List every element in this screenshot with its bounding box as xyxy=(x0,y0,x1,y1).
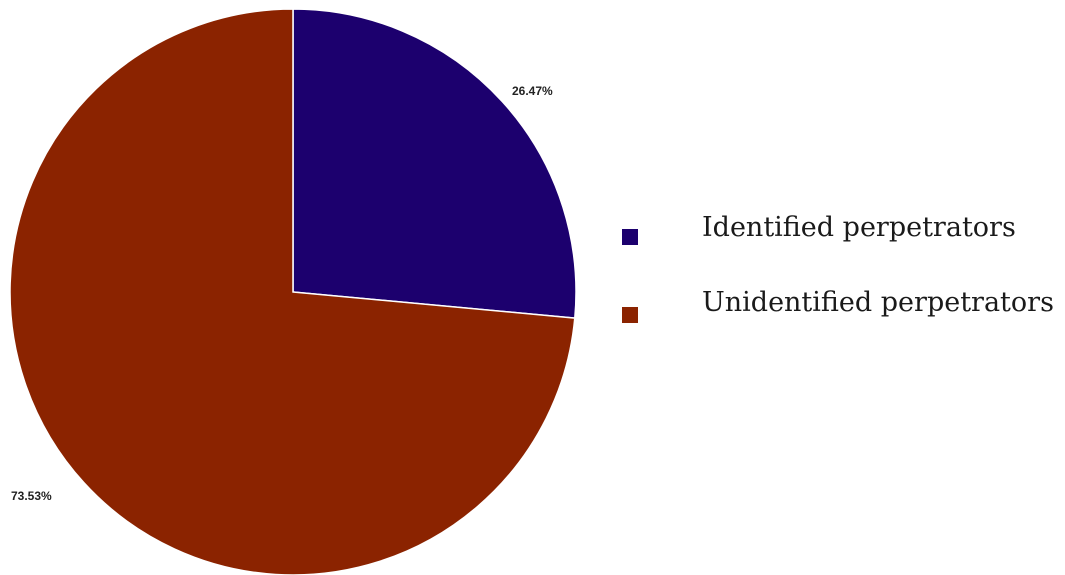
legend-label-identified: Identified perpetrators xyxy=(702,212,1016,243)
pie-labels: 26.47% 73.53% xyxy=(11,84,553,503)
pie-slice-unidentified xyxy=(9,8,576,575)
slice-label-unidentified: 73.53% xyxy=(11,489,52,503)
pie-slices xyxy=(9,8,577,575)
slice-label-identified: 26.47% xyxy=(512,84,553,98)
legend-swatch-identified xyxy=(622,229,638,245)
pie-slice-identified xyxy=(292,8,577,319)
legend-swatch-unidentified xyxy=(622,307,638,323)
legend-label-unidentified: Unidentified perpetrators xyxy=(702,287,1054,318)
